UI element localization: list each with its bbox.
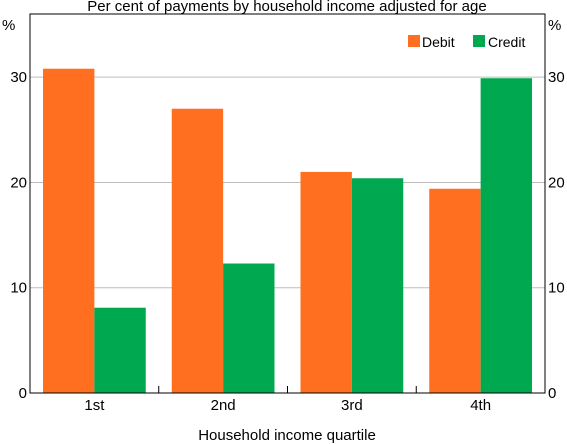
- legend-swatch-debit: [408, 35, 420, 47]
- legend-swatch-credit: [473, 35, 485, 47]
- bar-credit-4th: [480, 78, 532, 393]
- y-tick-label-left: 20: [10, 174, 27, 191]
- bar-credit-1st: [94, 307, 146, 393]
- bar-debit-2nd: [171, 108, 224, 393]
- x-tick-label: 1st: [84, 397, 105, 414]
- bar-debit-3rd: [300, 171, 352, 393]
- legend-label-debit: Debit: [422, 34, 455, 50]
- legend: Debit Credit: [408, 34, 525, 50]
- y-tick-label-left: 0: [19, 385, 27, 402]
- bar-credit-2nd: [223, 263, 275, 393]
- y-tick-label-left: 30: [10, 69, 27, 86]
- x-tick-label: 3rd: [341, 397, 363, 414]
- bar-credit-3rd: [351, 178, 404, 393]
- y-tick-label-right: 10: [548, 280, 565, 297]
- bar-debit-4th: [429, 188, 481, 393]
- y-tick-label-right: 0: [548, 385, 556, 402]
- y-axis-label-left: %: [2, 17, 15, 34]
- chart-title: Per cent of payments by household income…: [87, 0, 486, 15]
- y-axis-label-right: %: [548, 17, 561, 34]
- y-tick-label-right: 30: [548, 69, 565, 86]
- bars: [43, 68, 532, 393]
- y-tick-label-right: 20: [548, 174, 565, 191]
- bar-debit-1st: [43, 68, 95, 393]
- legend-label-credit: Credit: [488, 34, 525, 50]
- x-tick-label: 2nd: [211, 397, 236, 414]
- y-tick-labels: 0 0 10 10 20 20 30 30: [10, 69, 564, 402]
- x-tick-label: 4th: [470, 397, 491, 414]
- x-tick-marks: [158, 386, 417, 393]
- x-tick-labels: 1st 2nd 3rd 4th: [84, 397, 491, 414]
- x-axis-label: Household income quartile: [198, 427, 376, 444]
- y-tick-label-left: 10: [10, 280, 27, 297]
